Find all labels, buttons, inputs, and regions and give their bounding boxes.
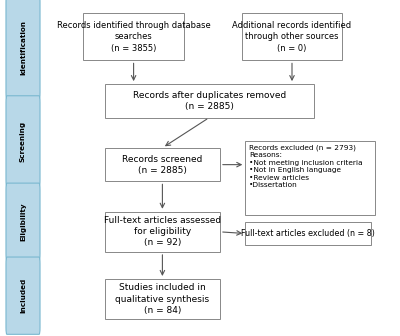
FancyBboxPatch shape (6, 257, 40, 334)
Text: Records identified through database
searches
(n = 3855): Records identified through database sear… (57, 22, 210, 52)
FancyBboxPatch shape (242, 13, 342, 60)
Text: Screening: Screening (20, 121, 26, 162)
FancyBboxPatch shape (6, 183, 40, 260)
Text: Full-text articles excluded (n = 8): Full-text articles excluded (n = 8) (241, 229, 375, 238)
Text: Records excluded (n = 2793)
Reasons:
•Not meeting inclusion criteria
•Not in Eng: Records excluded (n = 2793) Reasons: •No… (249, 144, 362, 188)
FancyBboxPatch shape (6, 0, 40, 99)
FancyBboxPatch shape (245, 141, 375, 215)
Text: Records screened
(n = 2885): Records screened (n = 2885) (122, 155, 202, 175)
FancyBboxPatch shape (6, 96, 40, 186)
FancyBboxPatch shape (105, 84, 314, 118)
Text: Records after duplicates removed
(n = 2885): Records after duplicates removed (n = 28… (132, 91, 286, 111)
Text: Full-text articles assessed
for eligibility
(n = 92): Full-text articles assessed for eligibil… (104, 216, 221, 247)
Text: Identification: Identification (20, 19, 26, 75)
FancyBboxPatch shape (105, 148, 220, 181)
Text: Additional records identified
through other sources
(n = 0): Additional records identified through ot… (232, 22, 352, 52)
Text: Studies included in
qualitative synthesis
(n = 84): Studies included in qualitative synthesi… (115, 284, 210, 314)
FancyBboxPatch shape (105, 212, 220, 252)
FancyBboxPatch shape (245, 222, 371, 245)
Text: Included: Included (20, 278, 26, 313)
FancyBboxPatch shape (83, 13, 184, 60)
Text: Eligibility: Eligibility (20, 203, 26, 241)
FancyBboxPatch shape (105, 279, 220, 319)
